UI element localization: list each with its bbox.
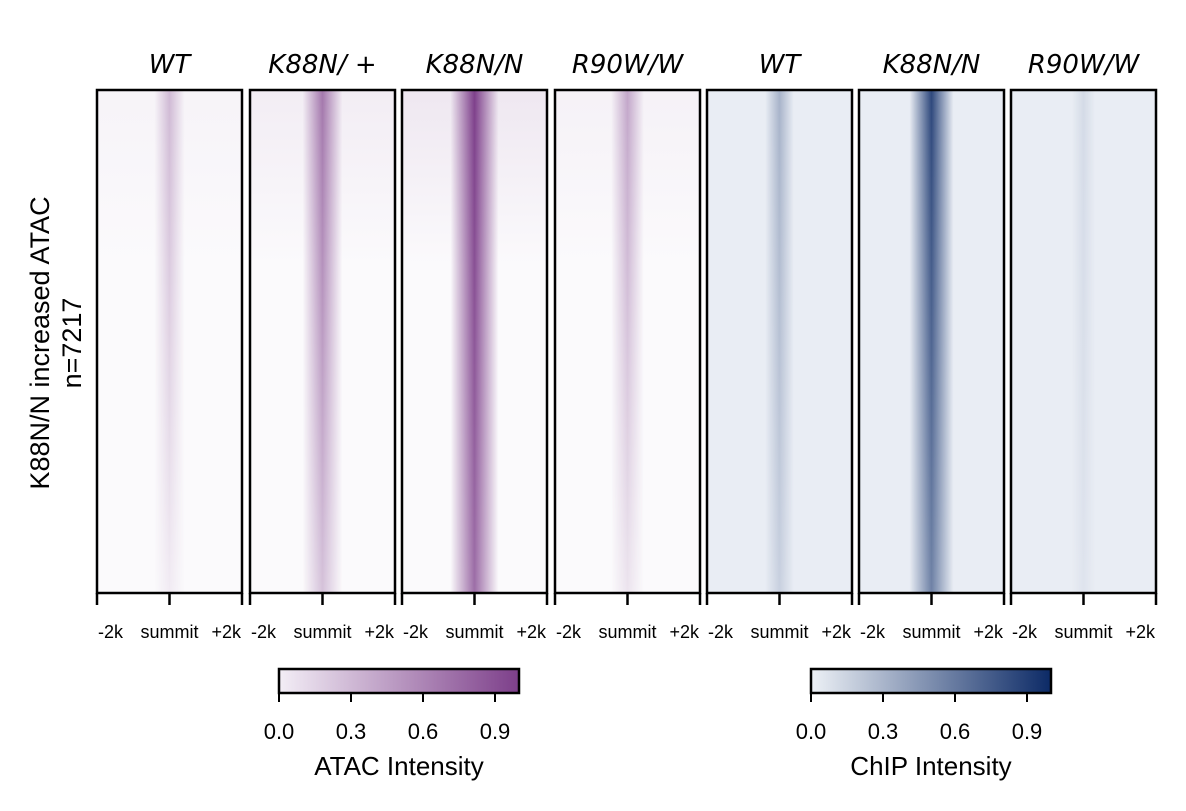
x-tick-label: -2k [403, 622, 429, 642]
x-tick-label: +2k [669, 622, 700, 642]
x-tick-label: summit [294, 622, 352, 642]
colorbar-tick-label: 0.0 [796, 719, 827, 744]
x-tick-label: summit [446, 622, 504, 642]
x-tick-label: summit [903, 622, 961, 642]
x-tick-label: +2k [516, 622, 547, 642]
y-axis-label-line2: n=7217 [57, 298, 87, 389]
summit-signal-band [1072, 90, 1095, 593]
heatmap-panel: R90W/W -2k summit +2k [553, 50, 702, 642]
summit-signal-band [909, 90, 954, 593]
panel-title: R90W/W [1028, 50, 1141, 80]
colorbar-tick-label: 0.0 [264, 719, 295, 744]
panel-title: K88N/N [883, 50, 981, 80]
x-tick-label: -2k [251, 622, 277, 642]
heatmap-panel: R90W/W -2k summit +2k [1009, 50, 1158, 642]
heatmap-panel: WT -2k summit +2k [705, 50, 854, 642]
colorbar-tick-label: 0.3 [868, 719, 899, 744]
colorbar-tick-label: 0.9 [1012, 719, 1043, 744]
x-tick-label: summit [141, 622, 199, 642]
colorbar-tick-label: 0.9 [480, 719, 511, 744]
colorbar-label: ChIP Intensity [850, 751, 1011, 781]
x-tick-label: -2k [1012, 622, 1038, 642]
panel-title: K88N/N [426, 50, 524, 80]
x-tick-label: +2k [364, 622, 395, 642]
heatmap-panels: WT -2k summit +2k K88N/ + -2k summit +2k K88N/N -… [95, 50, 1158, 642]
colorbar-tick-label: 0.3 [336, 719, 367, 744]
heatmap-panel: WT -2k summit +2k [95, 50, 244, 642]
panel-title: K88N/ + [268, 50, 376, 80]
heatmap-panel: K88N/N -2k summit +2k [857, 50, 1006, 642]
summit-signal-band [154, 90, 185, 593]
colorbar: 0.0 0.3 0.6 0.9 ATAC Intensity [264, 667, 521, 781]
summit-signal-band [611, 90, 644, 593]
x-tick-label: +2k [821, 622, 852, 642]
heatmap-panel: K88N/ + -2k summit +2k [248, 50, 397, 642]
summit-signal-band [450, 90, 499, 593]
colorbar-tick-label: 0.6 [940, 719, 971, 744]
panel-title: WT [759, 50, 803, 80]
x-tick-label: summit [599, 622, 657, 642]
x-tick-label: -2k [98, 622, 124, 642]
colorbar-gradient [809, 667, 1053, 695]
colorbar-tick-label: 0.6 [408, 719, 439, 744]
summit-signal-band [302, 90, 343, 593]
x-tick-label: +2k [1125, 622, 1156, 642]
x-tick-label: +2k [973, 622, 1004, 642]
colorbar-gradient [277, 667, 521, 695]
x-tick-label: summit [751, 622, 809, 642]
x-tick-label: -2k [708, 622, 734, 642]
colorbar-label: ATAC Intensity [314, 751, 484, 781]
x-tick-label: -2k [556, 622, 582, 642]
y-axis-label-line1: K88N/N increased ATAC [25, 196, 55, 489]
x-tick-label: +2k [211, 622, 242, 642]
panel-title: R90W/W [572, 50, 685, 80]
x-tick-label: -2k [860, 622, 886, 642]
x-tick-label: summit [1055, 622, 1113, 642]
panel-title: WT [149, 50, 193, 80]
heatmap-panel: K88N/N -2k summit +2k [400, 50, 549, 642]
summit-signal-band [765, 90, 794, 593]
